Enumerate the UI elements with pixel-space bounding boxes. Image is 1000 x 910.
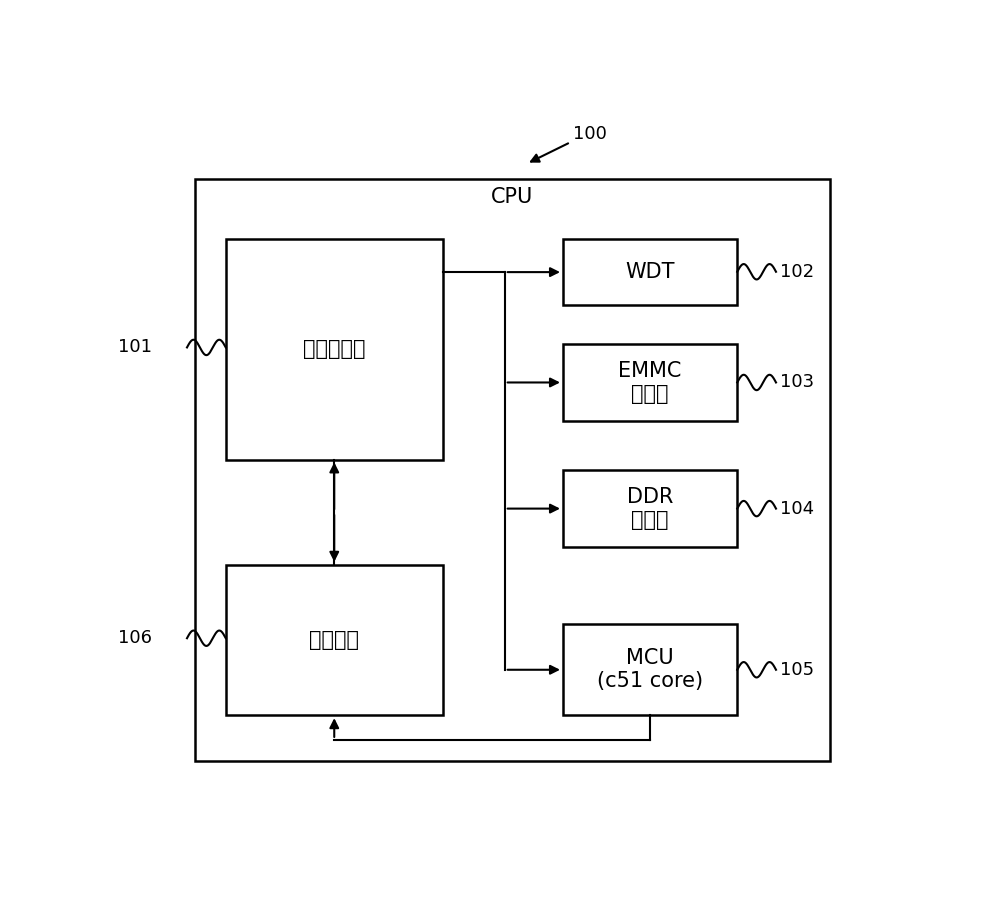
- Text: 共享内存: 共享内存: [309, 630, 359, 650]
- Text: 101: 101: [118, 339, 152, 357]
- Bar: [226, 564, 443, 715]
- Text: MCU
(c51 core): MCU (c51 core): [597, 648, 703, 692]
- Bar: [563, 344, 737, 421]
- Bar: [563, 470, 737, 547]
- Text: 102: 102: [780, 263, 814, 281]
- Text: 103: 103: [780, 373, 814, 391]
- Text: CPU: CPU: [491, 187, 534, 207]
- Bar: [563, 238, 737, 306]
- Text: 100: 100: [573, 125, 607, 143]
- Bar: [195, 179, 830, 761]
- Text: 104: 104: [780, 500, 814, 518]
- Text: DDR
控制器: DDR 控制器: [627, 487, 673, 531]
- Text: 应用处理器: 应用处理器: [303, 339, 366, 359]
- Bar: [226, 238, 443, 460]
- Text: WDT: WDT: [625, 262, 675, 282]
- Text: 106: 106: [118, 629, 152, 647]
- Text: EMMC
控制器: EMMC 控制器: [618, 361, 682, 404]
- Text: 105: 105: [780, 661, 814, 679]
- Bar: [563, 624, 737, 715]
